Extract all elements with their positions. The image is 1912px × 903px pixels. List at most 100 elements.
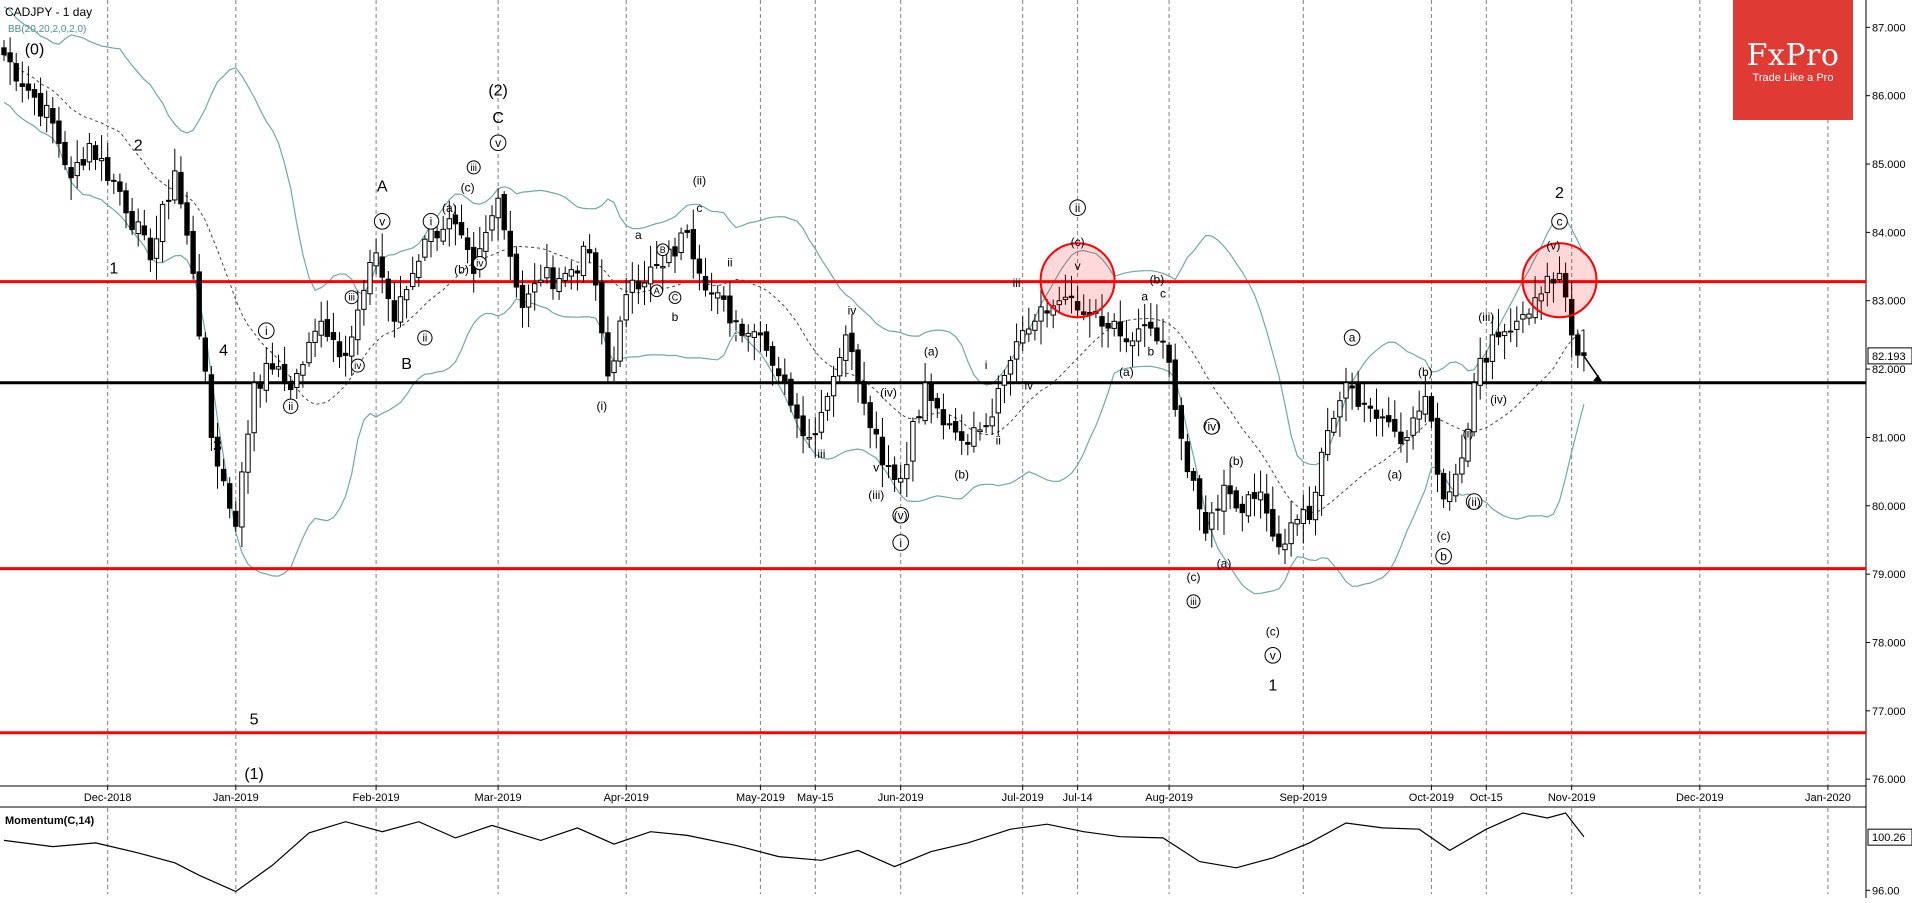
y-tick-label: 82.000 — [1872, 364, 1906, 376]
candle-body — [1300, 509, 1306, 524]
candle-body — [342, 352, 349, 356]
wave-label: a — [1141, 290, 1148, 304]
candle-body — [727, 295, 733, 324]
candle-body — [977, 429, 983, 433]
candle-body — [647, 266, 654, 285]
candle-body — [757, 332, 764, 336]
candle-body — [220, 468, 227, 482]
candle-body — [202, 337, 209, 372]
candle-body — [1270, 509, 1276, 537]
candle-body — [751, 331, 757, 338]
candle-body — [434, 230, 440, 239]
candle-body — [1276, 533, 1282, 548]
candle-body — [782, 374, 788, 384]
candle-body — [1105, 322, 1111, 329]
wave-label-circle — [668, 291, 682, 304]
wave-label: i — [985, 358, 988, 372]
candle-body — [397, 296, 404, 323]
candle-body — [818, 411, 825, 433]
candle-body — [440, 228, 446, 242]
candle-body — [721, 295, 727, 300]
candle-body — [1251, 492, 1258, 500]
wave-label-circle — [892, 506, 910, 524]
last-price-label: 82.193 — [1872, 351, 1906, 363]
candle-body — [446, 218, 453, 230]
candle-body — [519, 284, 526, 309]
wave-label: i — [735, 331, 738, 345]
y-tick-label: 85.000 — [1872, 159, 1906, 171]
candle-body — [385, 278, 392, 300]
candle-body — [1056, 300, 1062, 306]
wave-label-circle — [1264, 647, 1282, 664]
wave-label: (a) — [1217, 556, 1232, 570]
wave-label: (i) — [596, 399, 607, 413]
last-price-box — [1867, 347, 1912, 365]
y-tick-label: 79.000 — [1872, 569, 1906, 581]
candle-body — [495, 197, 501, 219]
candle-body — [715, 292, 721, 299]
candle-body — [702, 275, 709, 291]
wave-label: (c) — [461, 180, 475, 194]
candle-body — [1355, 383, 1361, 407]
candle-body — [428, 227, 434, 242]
wave-label-circle — [1551, 213, 1568, 230]
candle-body — [959, 431, 965, 441]
candle-body — [952, 421, 959, 433]
wave-label: (ii) — [1467, 495, 1480, 509]
candle-body — [1544, 275, 1550, 294]
wave-label: v — [1270, 649, 1276, 663]
candle-body — [1489, 334, 1496, 362]
wave-label: 4 — [219, 342, 228, 359]
candle-body — [19, 83, 26, 87]
wave-label: C — [492, 110, 504, 127]
candle-body — [861, 381, 867, 404]
candle-body — [599, 281, 605, 334]
candle-body — [1190, 471, 1197, 481]
candle-body — [690, 229, 696, 260]
candle-body — [1142, 324, 1148, 327]
candle-body — [1294, 518, 1300, 525]
wave-label: c — [696, 201, 702, 215]
candle-body — [1264, 493, 1270, 514]
candle-body — [1203, 512, 1209, 534]
wave-label-circle — [1343, 329, 1361, 346]
candle-body — [1123, 338, 1130, 343]
candle-body — [1495, 331, 1502, 338]
candle-body — [995, 388, 1001, 414]
candle-body — [1562, 273, 1569, 298]
candle-body — [403, 289, 410, 301]
candle-body — [1477, 357, 1483, 386]
x-tick-label: Dec-2018 — [84, 792, 132, 804]
candle-body — [239, 471, 245, 528]
candle-body — [1196, 478, 1203, 510]
momentum-last-label: 100.26 — [1872, 832, 1906, 844]
wave-label: (iv) — [880, 385, 897, 399]
candle-body — [1465, 428, 1471, 462]
candle-body — [233, 510, 239, 527]
candle-body — [391, 300, 398, 322]
candle-body — [1501, 331, 1508, 337]
wave-label: iv — [476, 259, 483, 270]
candle-body — [1416, 410, 1422, 420]
x-tick-label: May-15 — [797, 792, 834, 804]
wave-label: iii — [817, 447, 825, 461]
candle-body — [269, 363, 276, 370]
wave-label-circle — [283, 398, 299, 414]
wave-label: B — [660, 245, 666, 255]
candle-body — [1538, 293, 1544, 302]
candle-body — [330, 332, 337, 341]
candle-body — [1447, 491, 1453, 503]
candle-body — [44, 104, 50, 118]
candle-body — [416, 260, 422, 278]
candle-body — [1471, 382, 1477, 433]
wave-label: iii — [470, 163, 477, 174]
wave-label: (0) — [25, 42, 45, 59]
candle-body — [166, 199, 172, 202]
candle-body — [586, 249, 593, 254]
candle-body — [452, 214, 459, 225]
candle-body — [1453, 473, 1459, 497]
candle-body — [873, 428, 879, 435]
candle-body — [1007, 360, 1014, 375]
